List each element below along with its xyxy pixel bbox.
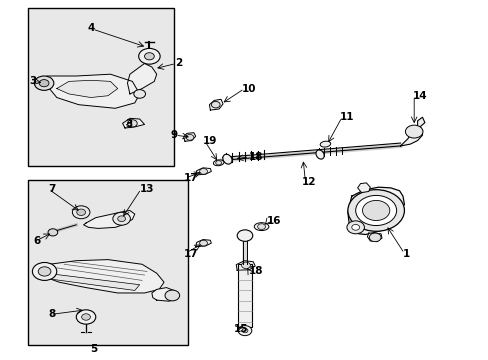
Text: 8: 8	[48, 310, 56, 319]
Ellipse shape	[320, 141, 330, 147]
Text: 17: 17	[183, 173, 198, 183]
Polygon shape	[42, 74, 140, 108]
Circle shape	[351, 225, 359, 230]
Circle shape	[77, 209, 85, 216]
Polygon shape	[47, 274, 140, 291]
Ellipse shape	[213, 160, 224, 166]
Text: 2: 2	[175, 58, 182, 68]
Ellipse shape	[315, 150, 324, 159]
Polygon shape	[366, 233, 381, 242]
Text: 15: 15	[233, 324, 248, 334]
Circle shape	[238, 325, 251, 336]
Circle shape	[139, 48, 160, 64]
Polygon shape	[357, 183, 369, 193]
Text: 17: 17	[183, 248, 198, 258]
Circle shape	[215, 161, 221, 165]
Circle shape	[241, 262, 250, 269]
Circle shape	[72, 206, 90, 219]
Circle shape	[113, 212, 130, 225]
Text: 19: 19	[203, 136, 217, 145]
Polygon shape	[236, 261, 255, 270]
Circle shape	[347, 190, 404, 231]
Text: 12: 12	[302, 177, 316, 187]
Text: 3: 3	[29, 76, 36, 86]
Circle shape	[405, 125, 422, 138]
Circle shape	[81, 314, 90, 320]
Circle shape	[39, 80, 49, 87]
Circle shape	[211, 102, 220, 108]
Ellipse shape	[254, 223, 268, 230]
Circle shape	[76, 310, 96, 324]
Text: 18: 18	[248, 152, 263, 162]
Polygon shape	[400, 117, 424, 146]
Polygon shape	[347, 187, 404, 234]
Circle shape	[346, 221, 364, 234]
Circle shape	[127, 120, 137, 127]
Bar	[27, 180, 188, 345]
Text: 6: 6	[34, 236, 41, 246]
Text: 11: 11	[339, 112, 353, 122]
Text: 14: 14	[412, 91, 427, 101]
Circle shape	[38, 267, 51, 276]
Bar	[27, 8, 173, 166]
Text: 10: 10	[242, 84, 256, 94]
Text: 1: 1	[402, 248, 409, 258]
Bar	[238, 264, 251, 327]
Text: 9: 9	[170, 130, 177, 140]
Polygon shape	[57, 80, 118, 98]
Polygon shape	[195, 239, 211, 247]
Polygon shape	[83, 211, 135, 228]
Text: 16: 16	[266, 216, 281, 226]
Circle shape	[242, 328, 247, 333]
Text: 7: 7	[48, 184, 56, 194]
Text: 4: 4	[87, 23, 95, 33]
Polygon shape	[42, 260, 163, 293]
Polygon shape	[122, 118, 144, 128]
Circle shape	[144, 53, 154, 60]
Polygon shape	[127, 63, 157, 94]
Text: 5: 5	[89, 343, 97, 354]
Circle shape	[185, 134, 193, 140]
Circle shape	[362, 201, 389, 221]
Polygon shape	[209, 99, 223, 110]
Circle shape	[134, 90, 145, 98]
Circle shape	[237, 230, 252, 241]
Circle shape	[355, 195, 396, 226]
Circle shape	[34, 76, 54, 90]
Circle shape	[199, 168, 207, 174]
Text: 18: 18	[248, 266, 263, 276]
Circle shape	[48, 229, 58, 236]
Polygon shape	[183, 133, 195, 141]
Text: 3: 3	[125, 120, 132, 129]
Circle shape	[118, 216, 125, 222]
Circle shape	[257, 224, 265, 229]
Ellipse shape	[223, 154, 231, 164]
Circle shape	[164, 290, 179, 301]
Circle shape	[199, 240, 207, 246]
Polygon shape	[195, 168, 211, 175]
Text: 13: 13	[140, 184, 154, 194]
Circle shape	[368, 233, 380, 242]
Circle shape	[32, 262, 57, 280]
Polygon shape	[152, 288, 176, 301]
